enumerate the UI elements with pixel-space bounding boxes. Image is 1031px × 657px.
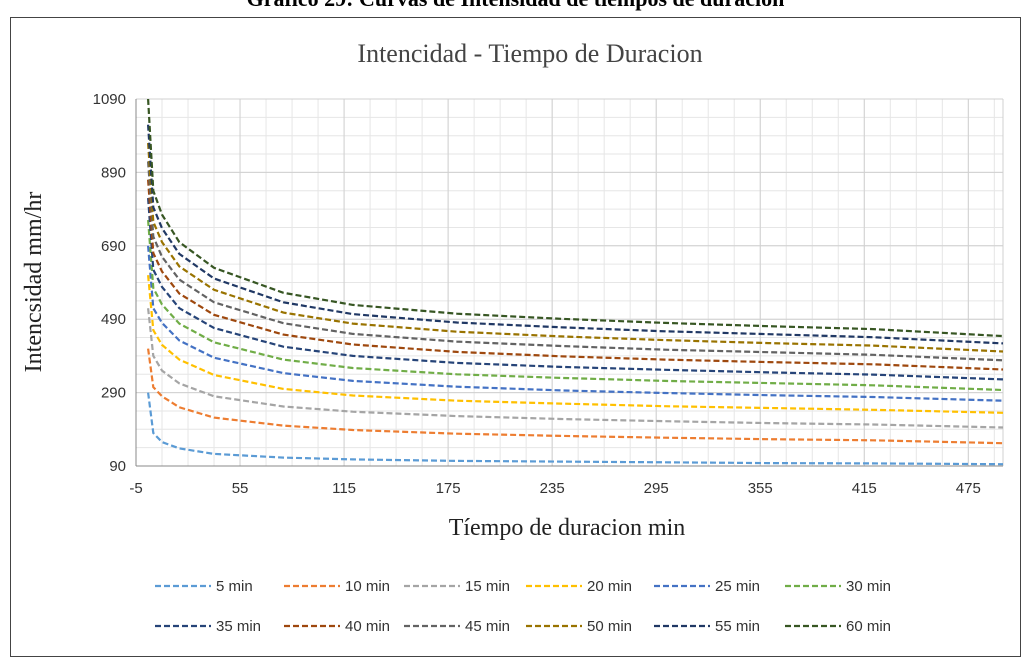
legend-label: 45 min — [465, 618, 510, 635]
legend-label: 40 min — [345, 618, 390, 635]
y-axis-label: Intencsidad mm/hr — [21, 192, 47, 373]
legend-label: 5 min — [216, 578, 253, 595]
series-line — [147, 142, 1004, 353]
legend-label: 35 min — [216, 618, 261, 635]
chart-series — [147, 98, 1004, 466]
figure-caption: Grafico 29: Curvas de Intensidad de tiem… — [0, 0, 1031, 12]
y-tick-label: 890 — [101, 164, 126, 181]
y-tick-label: 1090 — [93, 91, 126, 108]
series-line — [147, 220, 1004, 392]
y-tick-label: 90 — [109, 458, 126, 475]
series-line — [147, 348, 1004, 445]
series-line — [147, 124, 1004, 345]
legend-label: 55 min — [715, 618, 760, 635]
legend-label: 30 min — [846, 578, 891, 595]
chart-title: Intencidad - Tiempo de Duracion — [357, 39, 702, 68]
legend-label: 20 min — [587, 578, 632, 595]
legend-label: 60 min — [846, 618, 891, 635]
chart-axes: -5 55 115 175 235 295 355 415 475 90 290 490 690 890 1… — [93, 91, 1003, 497]
series-line — [147, 392, 1004, 466]
chart-grid — [135, 98, 1004, 467]
series-line — [147, 308, 1004, 429]
x-tick-label: 355 — [748, 480, 773, 497]
series-line — [147, 161, 1004, 362]
x-tick-label: 475 — [956, 480, 981, 497]
x-tick-label: 235 — [540, 480, 565, 497]
series-line — [147, 245, 1004, 402]
x-axis-label: Tíempo de duracion min — [449, 515, 686, 541]
y-tick-label: 290 — [101, 385, 126, 402]
legend-label: 25 min — [715, 578, 760, 595]
legend-label: 15 min — [465, 578, 510, 595]
x-tick-label: -5 — [129, 480, 142, 497]
x-tick-label: 55 — [232, 480, 249, 497]
y-tick-label: 490 — [101, 311, 126, 328]
y-tick-label: 690 — [101, 238, 126, 255]
legend-label: 10 min — [345, 578, 390, 595]
legend-label: 50 min — [587, 618, 632, 635]
x-tick-label: 415 — [852, 480, 877, 497]
series-line — [147, 98, 1004, 338]
series-line — [147, 179, 1004, 371]
series-line — [147, 198, 1004, 381]
x-tick-label: 175 — [436, 480, 461, 497]
chart-legend: 5 min 10 min 15 min 20 min 25 min 30 min 35 mi… — [155, 578, 891, 635]
series-line — [147, 275, 1004, 414]
x-tick-label: 115 — [332, 480, 356, 497]
x-tick-label: 295 — [644, 480, 669, 497]
